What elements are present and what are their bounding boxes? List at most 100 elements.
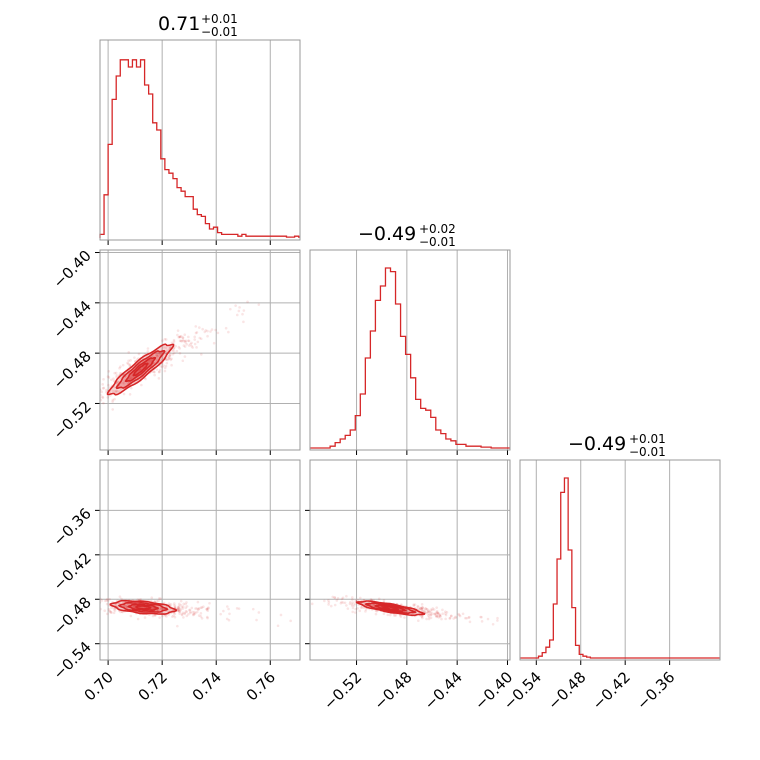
sample-point xyxy=(279,613,283,617)
sample-point xyxy=(426,614,430,617)
sample-point xyxy=(122,392,126,396)
sample-point xyxy=(448,617,452,620)
y-tick-label: −0.52 xyxy=(50,398,95,443)
sample-point xyxy=(158,370,161,373)
sample-point xyxy=(157,370,161,374)
sample-point xyxy=(416,605,420,608)
sample-point xyxy=(157,377,161,380)
sample-point xyxy=(102,377,105,381)
sample-point xyxy=(449,614,453,618)
sample-point xyxy=(163,337,167,341)
sample-point xyxy=(351,598,354,601)
sample-point xyxy=(214,328,217,332)
sample-point xyxy=(549,623,552,626)
sample-point xyxy=(168,354,172,358)
sample-point xyxy=(172,340,176,343)
sample-point xyxy=(335,599,339,602)
sample-point xyxy=(323,599,326,603)
sample-point xyxy=(194,607,197,610)
sample-point xyxy=(425,617,428,621)
sample-point xyxy=(212,341,216,345)
sample-point xyxy=(444,613,448,617)
sample-point xyxy=(202,605,205,609)
x-tick-label: 0.72 xyxy=(135,668,171,704)
contour-line-2 xyxy=(127,603,160,612)
sample-point xyxy=(227,607,230,611)
sample-point xyxy=(185,614,189,618)
sample-point xyxy=(143,616,147,619)
sample-point xyxy=(257,611,261,614)
sample-point xyxy=(93,602,96,605)
sample-point xyxy=(237,309,241,313)
sample-point xyxy=(155,609,159,612)
sample-point xyxy=(184,339,188,343)
sample-point xyxy=(148,362,151,366)
sample-point xyxy=(548,629,551,632)
sample-point xyxy=(377,597,381,601)
sample-point xyxy=(458,613,461,617)
sample-point xyxy=(441,612,445,616)
sample-point xyxy=(205,607,209,611)
axes-frame xyxy=(309,249,511,451)
sample-point xyxy=(118,595,122,599)
sample-point xyxy=(171,352,175,356)
sample-point xyxy=(119,365,122,368)
contour-line-1 xyxy=(364,602,417,615)
sample-point xyxy=(427,615,431,619)
sample-point xyxy=(198,326,201,329)
sample-point xyxy=(166,355,170,359)
sample-point xyxy=(433,612,437,616)
sample-point xyxy=(449,614,453,618)
sample-point xyxy=(496,616,499,620)
sample-point xyxy=(351,601,355,604)
sample-point xyxy=(161,614,164,618)
sample-point xyxy=(206,616,209,620)
sample-point xyxy=(428,612,431,616)
panels-layer: −0.54 −0.48 −0.42 −0.36 −0.52−0.48−0.44−0.40… xyxy=(50,39,721,713)
sample-point xyxy=(167,357,170,361)
sample-point xyxy=(200,617,204,620)
sample-point xyxy=(465,616,468,620)
sample-point xyxy=(182,616,185,619)
sample-point xyxy=(129,376,133,380)
sample-point xyxy=(137,352,141,356)
sample-point xyxy=(128,393,132,396)
sample-point xyxy=(193,610,196,614)
sample-point xyxy=(431,607,435,610)
contour-fill-0 xyxy=(356,601,425,616)
title-2-sup: +0.01 xyxy=(629,432,666,446)
scatter-panel-0-1: −0.52 −0.48 −0.44 −0.40 xyxy=(50,247,301,455)
histogram-panel-2: −0.54 −0.48 −0.42 −0.36 xyxy=(500,459,721,713)
axes-frame xyxy=(99,39,301,241)
sample-point xyxy=(348,602,352,606)
sample-point xyxy=(168,354,171,357)
sample-point xyxy=(195,331,199,334)
sample-point xyxy=(386,613,390,617)
sample-point xyxy=(333,596,337,599)
sample-point xyxy=(176,607,180,610)
sample-point xyxy=(182,339,186,343)
sample-point xyxy=(114,390,118,394)
sample-point xyxy=(464,616,467,620)
sample-point xyxy=(107,383,110,387)
sample-point xyxy=(101,386,105,390)
sample-point xyxy=(436,611,440,615)
sample-point xyxy=(183,355,187,358)
sample-point xyxy=(209,330,212,333)
sample-point xyxy=(111,398,115,402)
sample-point xyxy=(111,408,115,411)
sample-point xyxy=(183,612,186,616)
sample-point xyxy=(158,607,162,611)
sample-point xyxy=(112,379,116,383)
sample-point xyxy=(189,611,192,615)
sample-point xyxy=(177,345,181,349)
sample-point xyxy=(165,615,168,618)
sample-point xyxy=(158,368,162,372)
sample-point xyxy=(127,351,131,354)
sample-point xyxy=(192,612,195,616)
sample-point xyxy=(180,613,184,617)
sample-point xyxy=(112,377,115,380)
sample-point xyxy=(164,346,168,350)
sample-point xyxy=(356,598,360,602)
sample-point xyxy=(129,359,132,362)
